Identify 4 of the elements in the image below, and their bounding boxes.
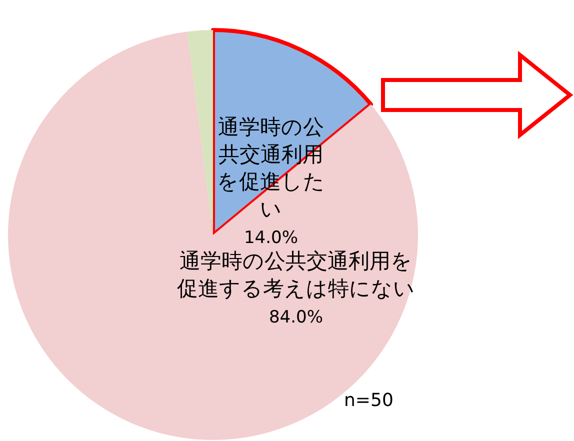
slice-label: 通学時の公共交通利用を促進する考えは特にない <box>177 249 415 300</box>
text: n=50 <box>344 390 394 411</box>
data-label: 84.0% <box>268 308 324 328</box>
data-label: 14.0% <box>244 228 298 248</box>
